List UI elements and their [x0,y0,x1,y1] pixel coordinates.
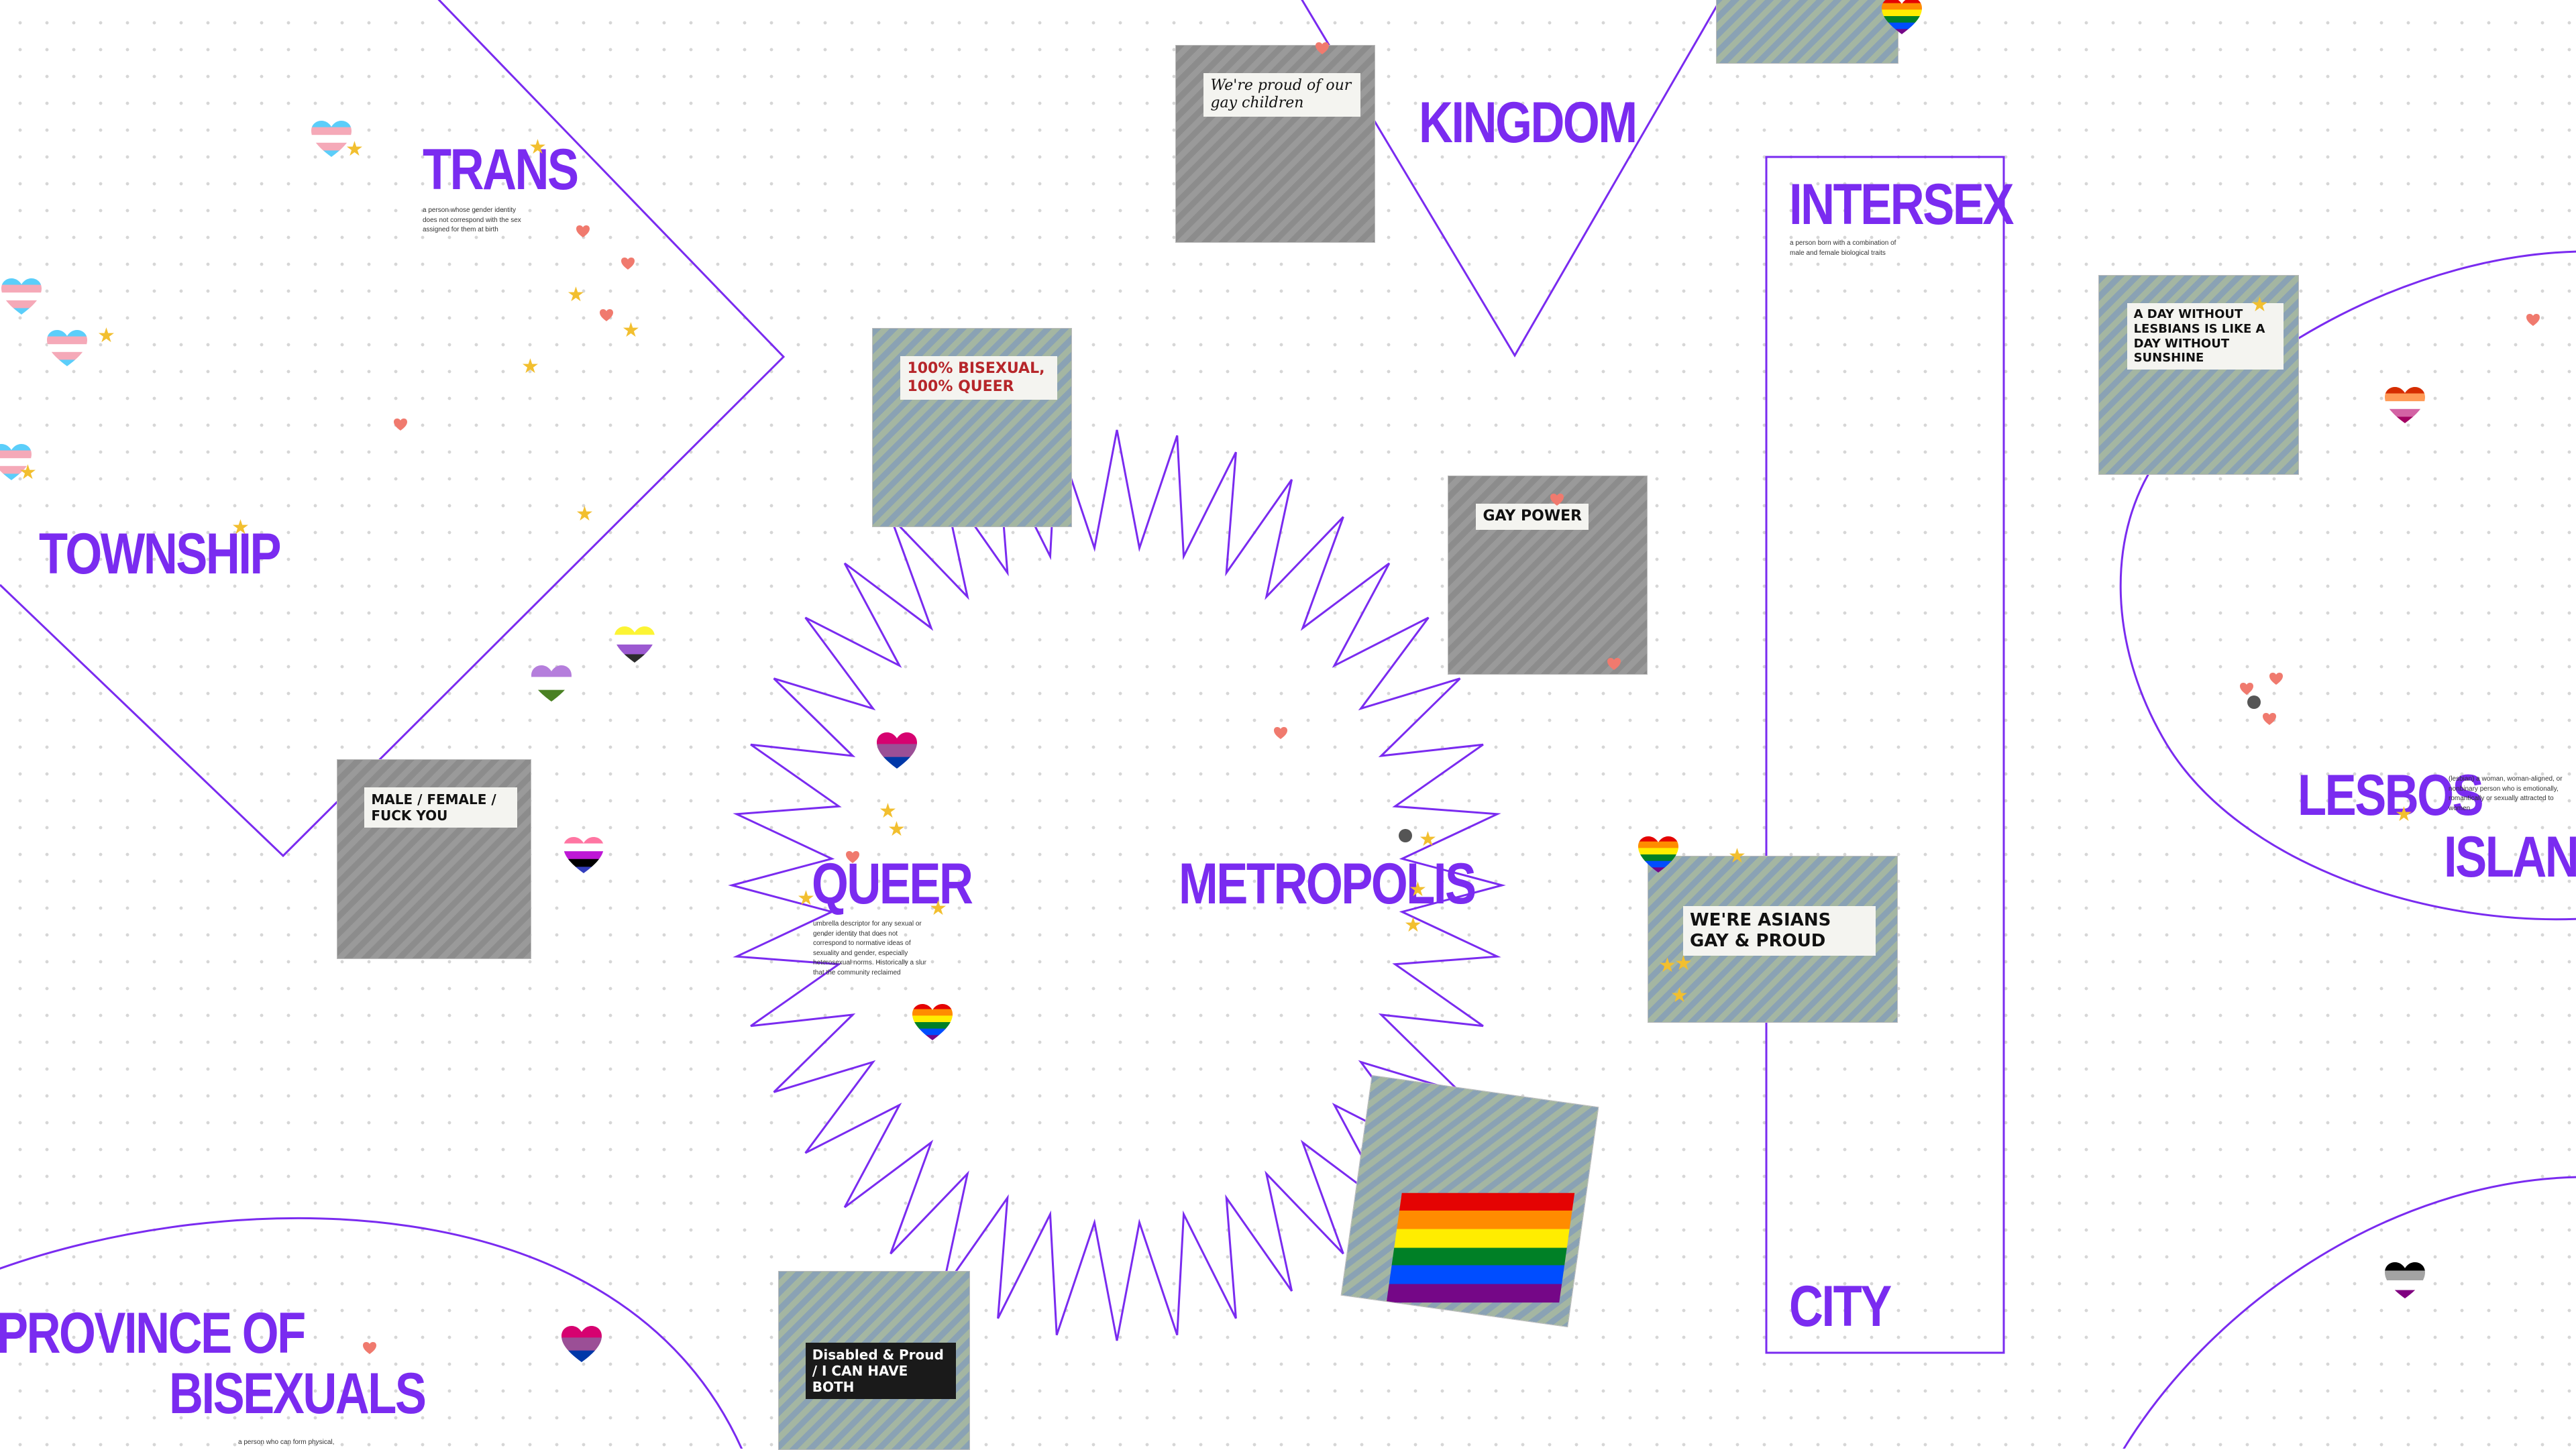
reaction-star-icon: ★ [1409,879,1427,901]
township-title: TOWNSHIP [39,522,282,586]
province-title-line1: PROVINCE OF [0,1301,306,1365]
trans-flag-heart [1,278,42,315]
reaction-star-icon: ★ [1419,828,1437,850]
reaction-heart-icon [363,1342,376,1354]
rainbow-flag-heart [912,1004,953,1040]
reaction-heart-icon [1607,658,1621,670]
reaction-heart-icon [1274,727,1287,739]
reaction-heart-icon [1550,494,1564,506]
trans-flag-heart [0,444,32,480]
reaction-heart-icon [621,258,635,270]
reaction-star-icon: ★ [888,818,906,840]
photo-asians-gay-proud[interactable]: WE'RE ASIANS GAY & PROUD [1648,856,1898,1023]
intersex-title: INTERSEX [1789,172,2014,237]
intersex-description: a person born with a combination of male… [1790,239,1896,257]
nonbinary-flag-heart [614,626,655,663]
lower-right-island-outline [2123,1176,2576,1449]
reaction-star-icon: ★ [97,325,115,347]
asexual-flag-heart [2385,1262,2425,1298]
reaction-heart-icon [2263,713,2276,725]
collaborator-cursor-dot [1399,829,1412,842]
trans-flag-heart [311,121,352,157]
reaction-star-icon: ★ [797,887,815,909]
reaction-star-icon: ★ [2395,803,2413,826]
photo-caption: 100% BISEXUAL, 100% QUEER [900,356,1057,400]
photo-lesbians-sunshine[interactable]: A DAY WITHOUT LESBIANS IS LIKE A DAY WIT… [2098,275,2299,475]
reaction-star-icon: ★ [2251,294,2269,316]
pride-flag [1386,1192,1575,1302]
reaction-heart-icon [394,419,407,431]
reaction-star-icon: ★ [1674,952,1693,974]
lesbos-title-line1: LESBOS [2298,763,2484,828]
reaction-star-icon: ★ [345,138,364,160]
photo-pride-flag-capitol[interactable] [1340,1074,1599,1328]
rainbow-flag-heart [1638,836,1678,873]
reaction-star-icon: ★ [567,284,585,306]
metropolis-starburst [728,429,1506,1341]
province-outline [0,1217,743,1449]
trans-flag-heart [47,330,87,366]
lesbian-flag-heart [2385,387,2425,423]
province-description: a person who can form physical, [238,1439,335,1446]
reaction-heart-icon [1316,42,1329,54]
trans-title: TRANS [423,137,579,202]
lesbos-island-outline [2119,250,2576,921]
reaction-star-icon: ★ [879,800,897,822]
reaction-star-icon: ★ [622,319,640,341]
genderfluid-flag-heart [564,837,604,873]
collaborator-cursor-dot [2247,695,2261,709]
bi-flag-heart [561,1326,602,1362]
township-diamond-outline [0,0,786,858]
reaction-heart-icon [600,309,613,321]
photo-caption: MALE / FEMALE / FUCK YOU [364,787,517,828]
intersex-city-rectangle [1765,156,2005,1354]
photo-disabled-proud[interactable]: Disabled & Proud / I CAN HAVE BOTH [778,1271,970,1450]
reaction-heart-icon [2526,314,2540,326]
genderqueer-flag-heart [531,665,572,702]
photo-top-edge[interactable] [1716,0,1898,64]
photo-bisexual-queer-sign[interactable]: 100% BISEXUAL, 100% QUEER [872,328,1072,527]
city-title: CITY [1789,1274,1892,1339]
reaction-heart-icon [2269,673,2283,685]
bi-flag-heart [877,732,917,769]
photo-caption: WE'RE ASIANS GAY & PROUD [1682,906,1876,956]
photo-proud-parents[interactable]: We're proud of our gay children [1175,45,1375,243]
photo-gender-checkbox-sign[interactable]: MALE / FEMALE / FUCK YOU [337,759,531,959]
reaction-star-icon: ★ [1658,954,1676,977]
reaction-star-icon: ★ [521,355,539,378]
reaction-star-icon: ★ [929,897,947,919]
reaction-star-icon: ★ [231,516,250,539]
lesbos-title-line2: ISLAND [2444,825,2576,889]
trans-description: a person whose gender identity does not … [423,207,521,233]
photo-gay-power-march[interactable]: GAY POWER [1448,476,1648,675]
photo-caption: GAY POWER [1476,504,1589,530]
lesbos-description: (lesbian) a woman, woman-aligned, or non… [2449,775,2563,812]
reaction-heart-icon [2240,683,2253,695]
reaction-star-icon: ★ [576,503,594,525]
reaction-star-icon: ★ [529,136,547,158]
reaction-heart-icon [846,851,859,863]
photo-caption: Disabled & Proud / I CAN HAVE BOTH [805,1343,957,1399]
queer-description: umbrella descriptor for any sexual or ge… [813,920,926,977]
photo-caption: A DAY WITHOUT LESBIANS IS LIKE A DAY WIT… [2127,303,2284,370]
kingdom-title: KINGDOM [1419,91,1638,155]
reaction-star-icon: ★ [19,461,37,484]
province-title-line2: BISEXUALS [169,1361,427,1426]
photo-caption: We're proud of our gay children [1203,73,1360,117]
reaction-star-icon: ★ [1728,845,1746,867]
reaction-star-icon: ★ [1404,914,1422,936]
metropolis-title: METROPOLIS [1179,852,1477,916]
rainbow-flag-heart [1882,0,1922,34]
reaction-star-icon: ★ [1670,985,1688,1007]
queer-title: QUEER [812,852,973,916]
reaction-heart-icon [576,225,590,237]
